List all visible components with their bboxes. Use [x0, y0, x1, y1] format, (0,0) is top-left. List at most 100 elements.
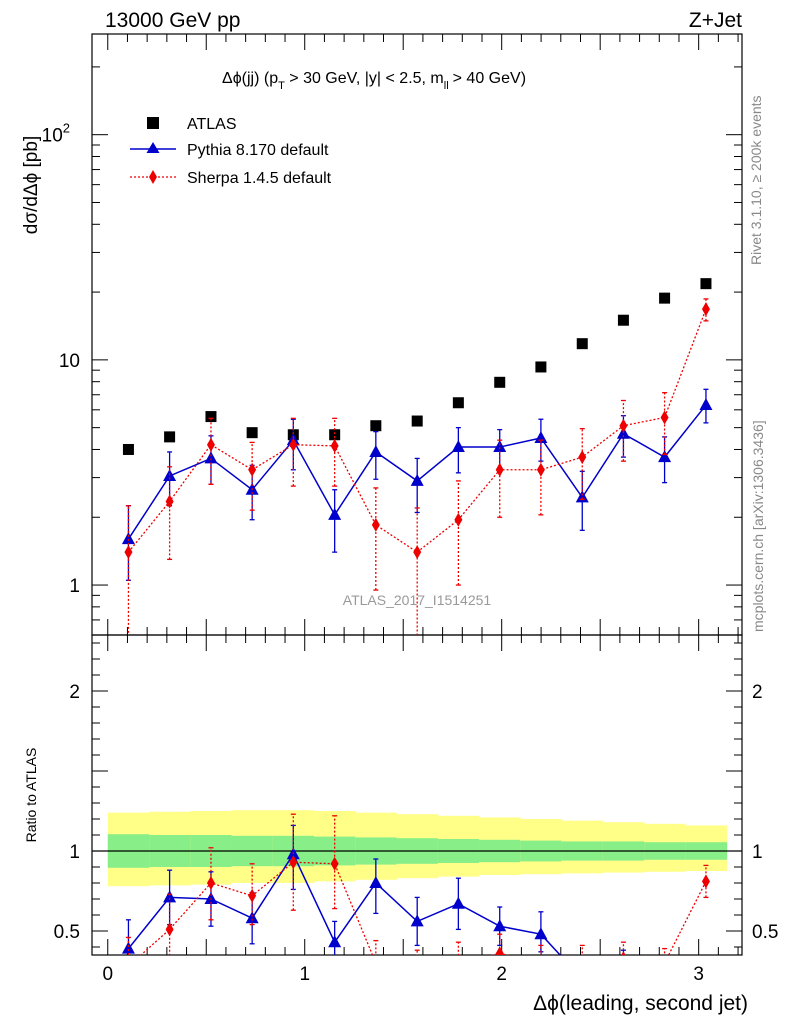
pythia-ratio-point — [534, 927, 548, 940]
ratio-y-tick-label-left: 1 — [69, 842, 80, 863]
pythia-point — [699, 398, 713, 411]
sherpa-ratio-point — [165, 922, 174, 937]
sherpa-ratio-point — [495, 946, 504, 955]
sherpa-point — [413, 545, 422, 560]
sherpa-point — [248, 462, 257, 477]
pythia-point — [451, 440, 465, 453]
atlas-point — [617, 314, 629, 326]
sherpa-ratio-point — [581, 954, 583, 955]
sherpa-point — [660, 410, 669, 425]
ratio-x-tick-label: 3 — [693, 964, 704, 985]
rivet-version-label: Rivet 3.1.10, ≥ 200k events — [748, 95, 764, 265]
header-left-label: 13000 GeV pp — [105, 9, 240, 32]
legend-sherpa-marker — [149, 170, 157, 184]
legend-atlas-label: ATLAS — [187, 116, 237, 133]
sherpa-point — [701, 302, 710, 317]
legend-pythia-marker — [146, 142, 160, 153]
pythia-ratio-point — [623, 954, 624, 955]
sherpa-ratio-point — [413, 962, 421, 976]
ratio-y-tick-label-right: 2 — [752, 682, 763, 703]
sherpa-line — [127, 308, 707, 553]
atlas-point — [205, 411, 217, 423]
pythia-ratio-point — [328, 935, 342, 948]
sherpa-ratio-point — [372, 956, 380, 970]
sherpa-ratio-point — [330, 856, 339, 871]
pythia-point — [534, 430, 548, 443]
main-y-tick-label: 102 — [42, 121, 70, 147]
pythia-ratio-point — [121, 941, 135, 954]
atlas-point — [164, 431, 176, 443]
main-data-layer — [121, 278, 713, 635]
atlas-point — [700, 278, 712, 290]
ratio-data-layer — [121, 813, 710, 986]
pythia-point — [121, 532, 135, 545]
ratio-x-tick-label: 1 — [299, 964, 310, 985]
ratio-y-tick-label-left: 2 — [69, 682, 80, 703]
sherpa-point — [330, 438, 339, 453]
sherpa-point — [165, 494, 174, 509]
header-right-label: Z+Jet — [689, 9, 742, 32]
ratio-uncertainty-bands — [92, 810, 742, 887]
sherpa-ratio-point — [454, 956, 462, 970]
sherpa-ratio-point — [248, 888, 257, 903]
sherpa-point — [206, 437, 215, 452]
pythia-ratio-point — [163, 890, 177, 903]
atlas-point — [411, 415, 423, 427]
ratio-y-axis-label: Ratio to ATLAS — [23, 748, 39, 843]
sherpa-ratio-point — [537, 956, 545, 970]
sherpa-point — [619, 418, 628, 433]
atlas-point — [452, 397, 464, 409]
mcplots-reference-label: mcplots.cern.ch [arXiv:1306.3436] — [750, 420, 766, 632]
pythia-ratio-point — [245, 911, 259, 924]
atlas-point — [246, 427, 258, 439]
pythia-point — [204, 451, 218, 464]
sherpa-ratio-point — [661, 956, 669, 970]
pythia-point — [410, 473, 424, 486]
atlas-point — [576, 338, 588, 350]
pythia-point — [369, 444, 383, 457]
atlas-point — [535, 361, 547, 373]
atlas-point — [659, 292, 671, 304]
pythia-point — [328, 507, 342, 520]
ratio-y-tick-label-right: 0.5 — [752, 922, 778, 943]
main-y-tick-label: 1 — [69, 576, 80, 597]
atlas-point — [494, 376, 506, 388]
ratio-x-tick-label: 2 — [496, 964, 507, 985]
pythia-point — [493, 440, 507, 453]
pythia-ratio-point — [369, 876, 383, 888]
legend-pythia-label: Pythia 8.170 default — [187, 142, 329, 159]
sherpa-point — [536, 462, 545, 477]
legend: ATLAS Pythia 8.170 default Sherpa 1.4.5 … — [130, 116, 332, 187]
plot-title: Δϕ(jj) (pT > 30 GeV, |y| < 2.5, mll > 40 … — [222, 70, 526, 92]
ratio-y-tick-label-right: 1 — [752, 842, 763, 863]
ratio-y-tick-label-left: 0.5 — [54, 922, 80, 943]
ratio-axis-ticks: 0 1 2 3 0.5 0.5 1 1 2 2 — [54, 635, 778, 985]
sherpa-point — [495, 462, 504, 477]
sherpa-ratio-point — [621, 951, 626, 955]
analysis-watermark: ATLAS_2017_I1514251 — [343, 592, 492, 608]
pythia-point — [575, 490, 589, 503]
sherpa-point — [578, 450, 587, 465]
legend-sherpa-label: Sherpa 1.4.5 default — [187, 170, 332, 187]
pythia-ratio-point — [658, 974, 671, 986]
sherpa-point — [454, 512, 463, 527]
x-axis-label: Δϕ(leading, second jet) — [533, 992, 748, 1015]
pythia-ratio-point — [451, 896, 465, 909]
pythia-ratio-point — [576, 972, 589, 984]
sherpa-ratio-point — [206, 876, 215, 890]
pythia-ratio-point — [410, 914, 424, 927]
sherpa-ratio-point — [701, 874, 710, 889]
main-axis-ticks: 1 10 102 — [42, 34, 742, 636]
sherpa-point — [371, 517, 380, 532]
sherpa-ratio-point — [124, 959, 132, 973]
atlas-point — [370, 420, 382, 432]
sherpa-point — [289, 437, 298, 452]
main-y-axis-label: dσ/dΔϕ [pb] — [21, 136, 42, 234]
atlas-point — [329, 429, 341, 441]
legend-atlas-marker — [147, 117, 159, 129]
pythia-ratio-point — [493, 919, 507, 932]
pythia-point — [658, 450, 672, 463]
main-y-tick-label: 10 — [59, 351, 80, 372]
sherpa-point — [124, 545, 133, 560]
